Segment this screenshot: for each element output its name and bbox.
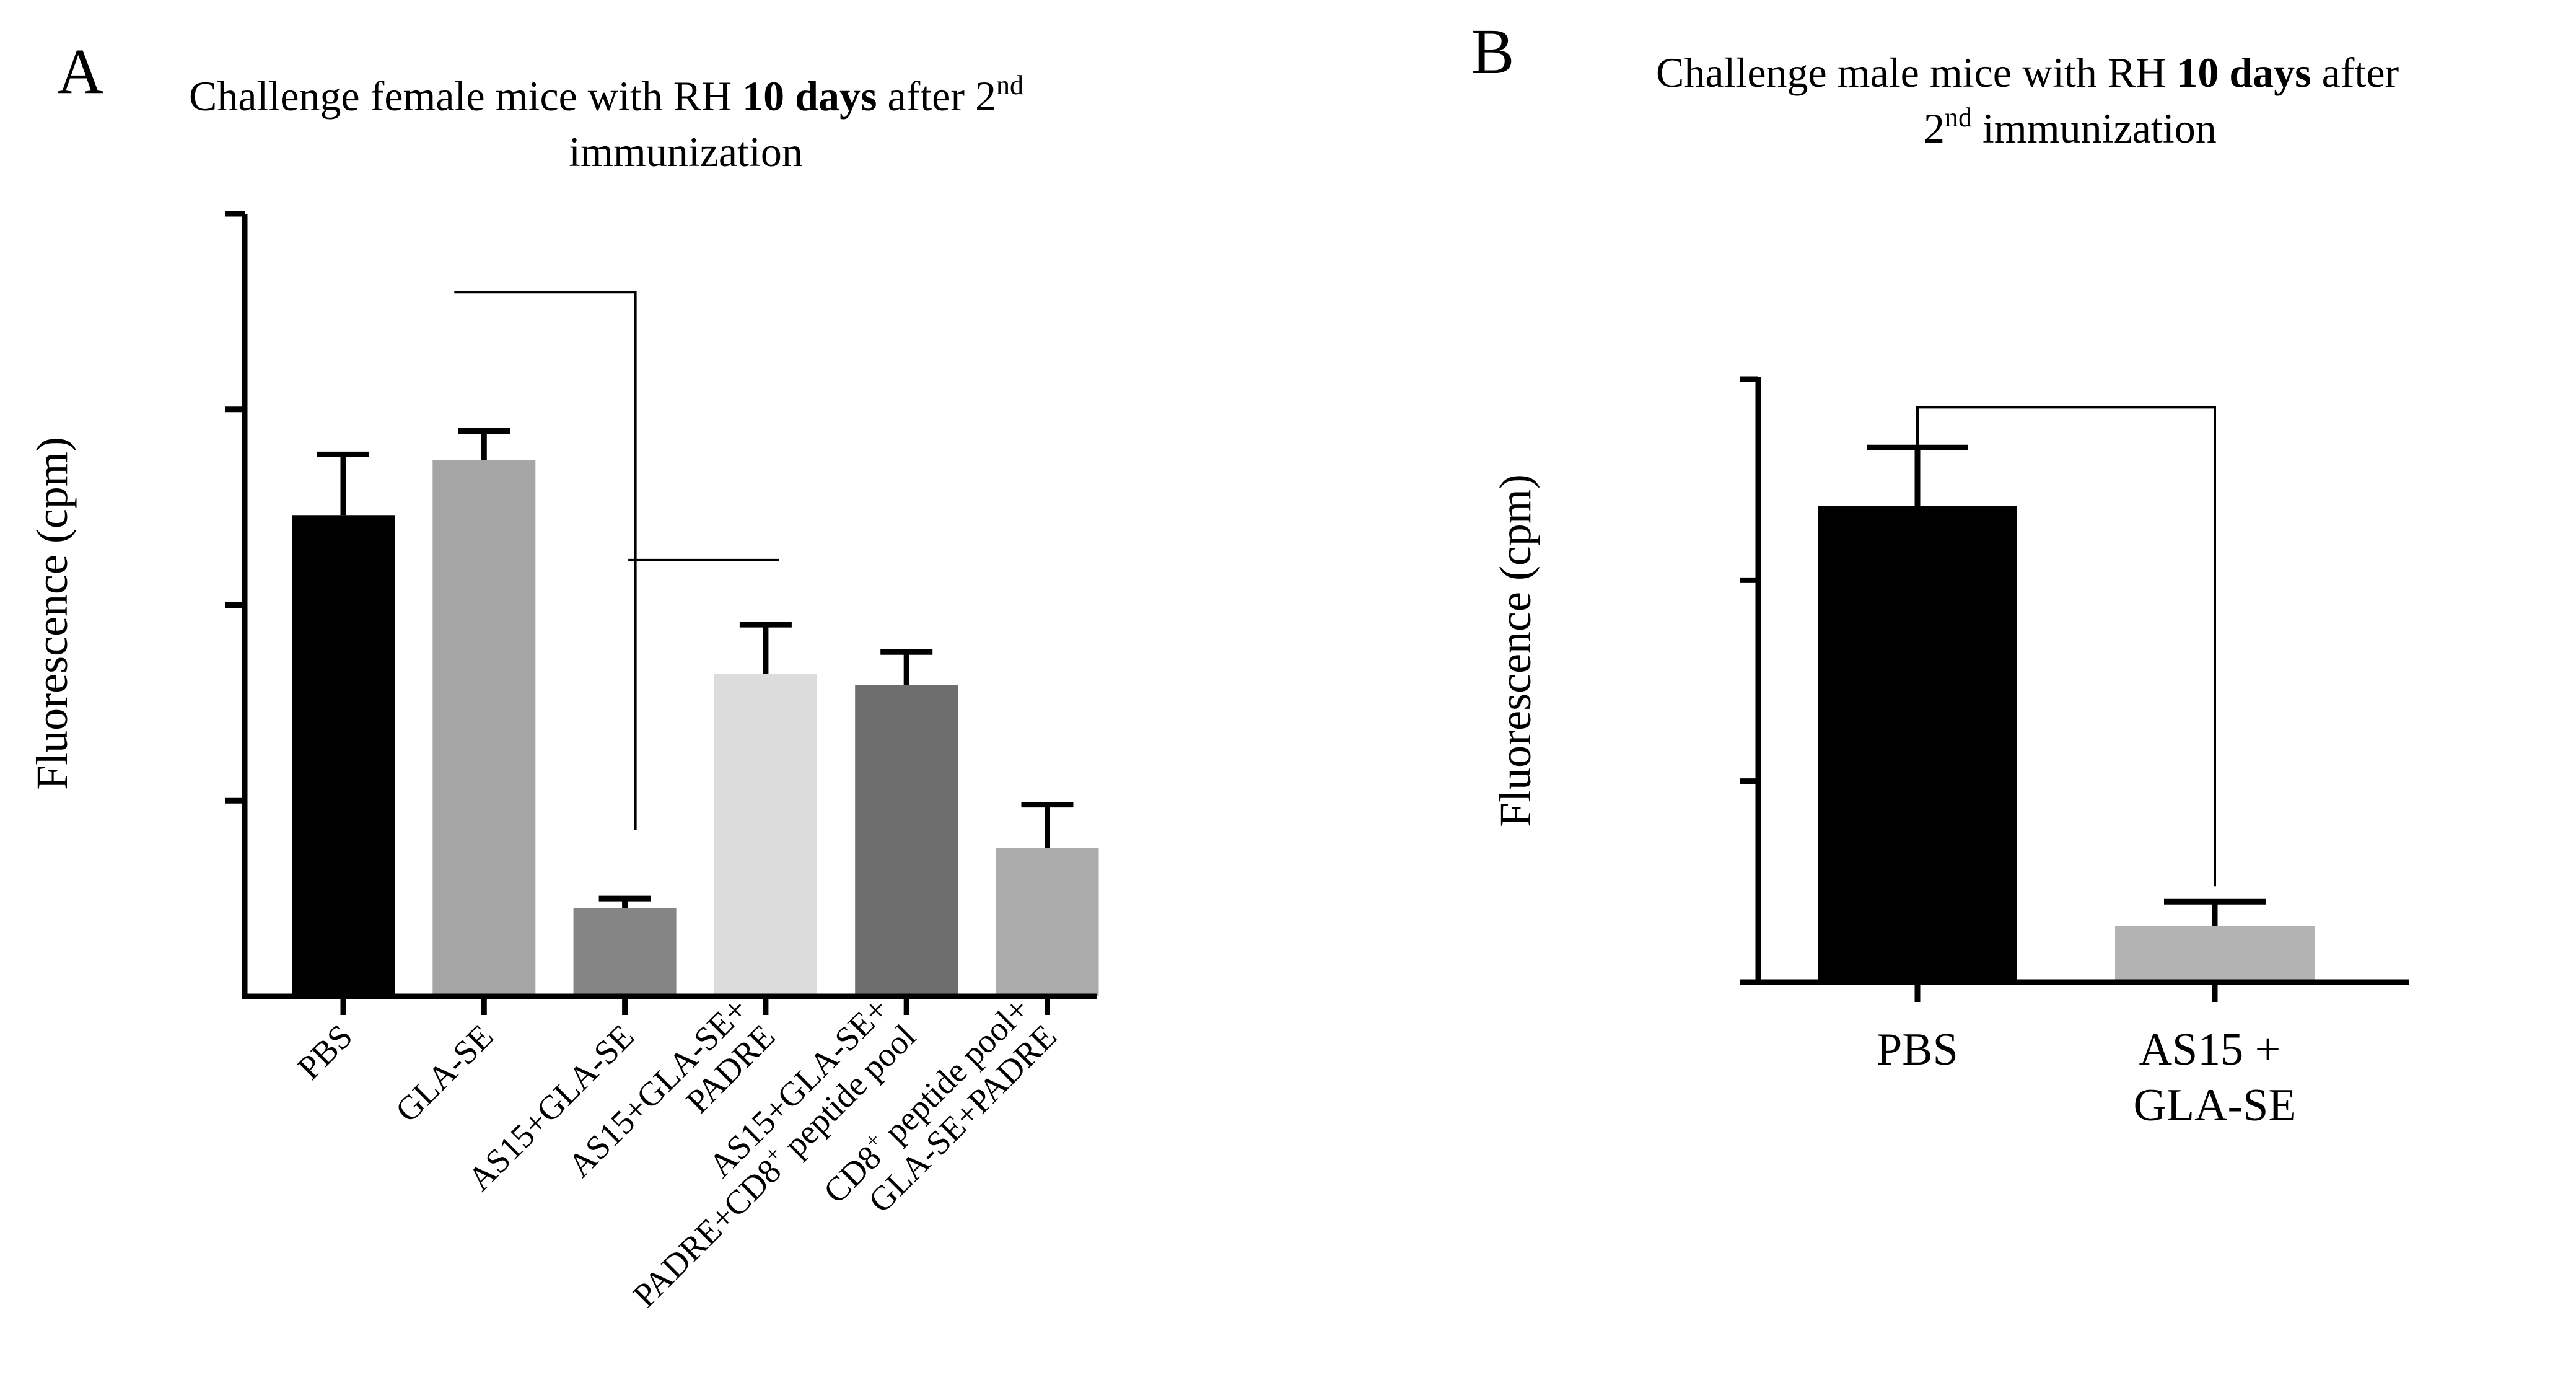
panel-b-x-tick-label-2-line-2: GLA-SE	[2133, 1080, 2296, 1131]
panel-a-bar-3	[573, 908, 677, 996]
panel-a-significance	[454, 291, 779, 830]
panel-b-letter: B	[1471, 16, 1514, 87]
panel-a-bars	[292, 460, 1099, 996]
panel-a-title-line2: immunization	[569, 128, 803, 175]
panel-b-x-axis	[1756, 979, 2409, 1002]
panel-b-bar-1	[1818, 506, 2017, 982]
panel-a-y-axis	[225, 211, 248, 999]
panel-a-x-axis	[242, 993, 1097, 1015]
panel-a-comparison-1	[454, 291, 637, 830]
panel-b-y-axis	[1740, 376, 1761, 985]
panel-a-bar-5	[855, 685, 958, 996]
panel-a-x-tick-labels: PBS GLA-SEAS15+GLA-SEAS15+GLA-SE+PADREAS1…	[290, 990, 1064, 1315]
panel-a-bar-4	[714, 674, 817, 996]
panel-b: B Challenge male mice with RH 10 days af…	[1471, 16, 2409, 1131]
panel-a-bar-2	[432, 460, 536, 996]
panel-a-bar-6	[996, 848, 1099, 996]
panel-b-comparison-1	[1916, 406, 2216, 887]
panel-b-significance	[1916, 406, 2216, 887]
panel-a-error-bar-5	[880, 649, 933, 685]
panel-a-title-line1: Challenge female mice with RH 10 days af…	[189, 70, 1023, 120]
panel-b-title-line2: 2nd immunization	[1924, 102, 2217, 152]
panel-b-x-tick-label-1: PBS	[1877, 1024, 1958, 1075]
panel-a-x-tick-label-2: GLA-SE	[388, 1017, 500, 1129]
panel-b-x-tick-label-2: AS15 + GLA-SE	[2133, 1024, 2296, 1131]
panel-b-title-line1: Challenge male mice with RH 10 days afte…	[1656, 49, 2399, 96]
panel-a-error-bar-3	[598, 895, 651, 908]
panel-b-comparison-bracket-1	[1916, 406, 2216, 887]
panel-b-bar-2	[2115, 926, 2315, 982]
panel-a-error-bars	[317, 428, 1074, 908]
panel-a-error-bar-2	[458, 428, 510, 460]
panel-a-x-tick-label-1-line-1: PBS	[290, 1017, 359, 1086]
panel-b-y-axis-label: Fluorescence (cpm)	[1491, 474, 1540, 827]
panel-a-x-tick-label-5-line-2: PADRE+CD8	[626, 1152, 788, 1314]
panel-a: A Challenge female mice with RH 10 days …	[27, 36, 1099, 1314]
panel-b-x-tick-label-1-line-1: PBS	[1877, 1024, 1958, 1075]
panel-a-error-bar-6	[1021, 802, 1074, 848]
panel-a-x-tick-label-1: PBS	[290, 1017, 359, 1086]
panel-a-comparison-bracket-1	[454, 291, 637, 830]
panel-a-bar-1	[292, 515, 395, 996]
panel-b-error-bar-2	[2164, 898, 2266, 926]
panel-a-letter: A	[57, 36, 103, 107]
panel-a-x-tick-label-2-line-1: GLA-SE	[388, 1017, 500, 1129]
panel-b-x-tick-labels: PBS AS15 + GLA-SE	[1877, 1024, 2296, 1131]
panel-b-bars	[1818, 506, 2315, 982]
panel-b-x-tick-label-2-line-1: AS15 +	[2139, 1024, 2281, 1075]
panel-a-error-bar-1	[317, 451, 369, 516]
panel-b-error-bar-1	[1867, 444, 1968, 506]
panel-a-y-axis-label: Fluorescence (cpm)	[27, 437, 77, 790]
panel-a-error-bar-4	[739, 622, 792, 674]
